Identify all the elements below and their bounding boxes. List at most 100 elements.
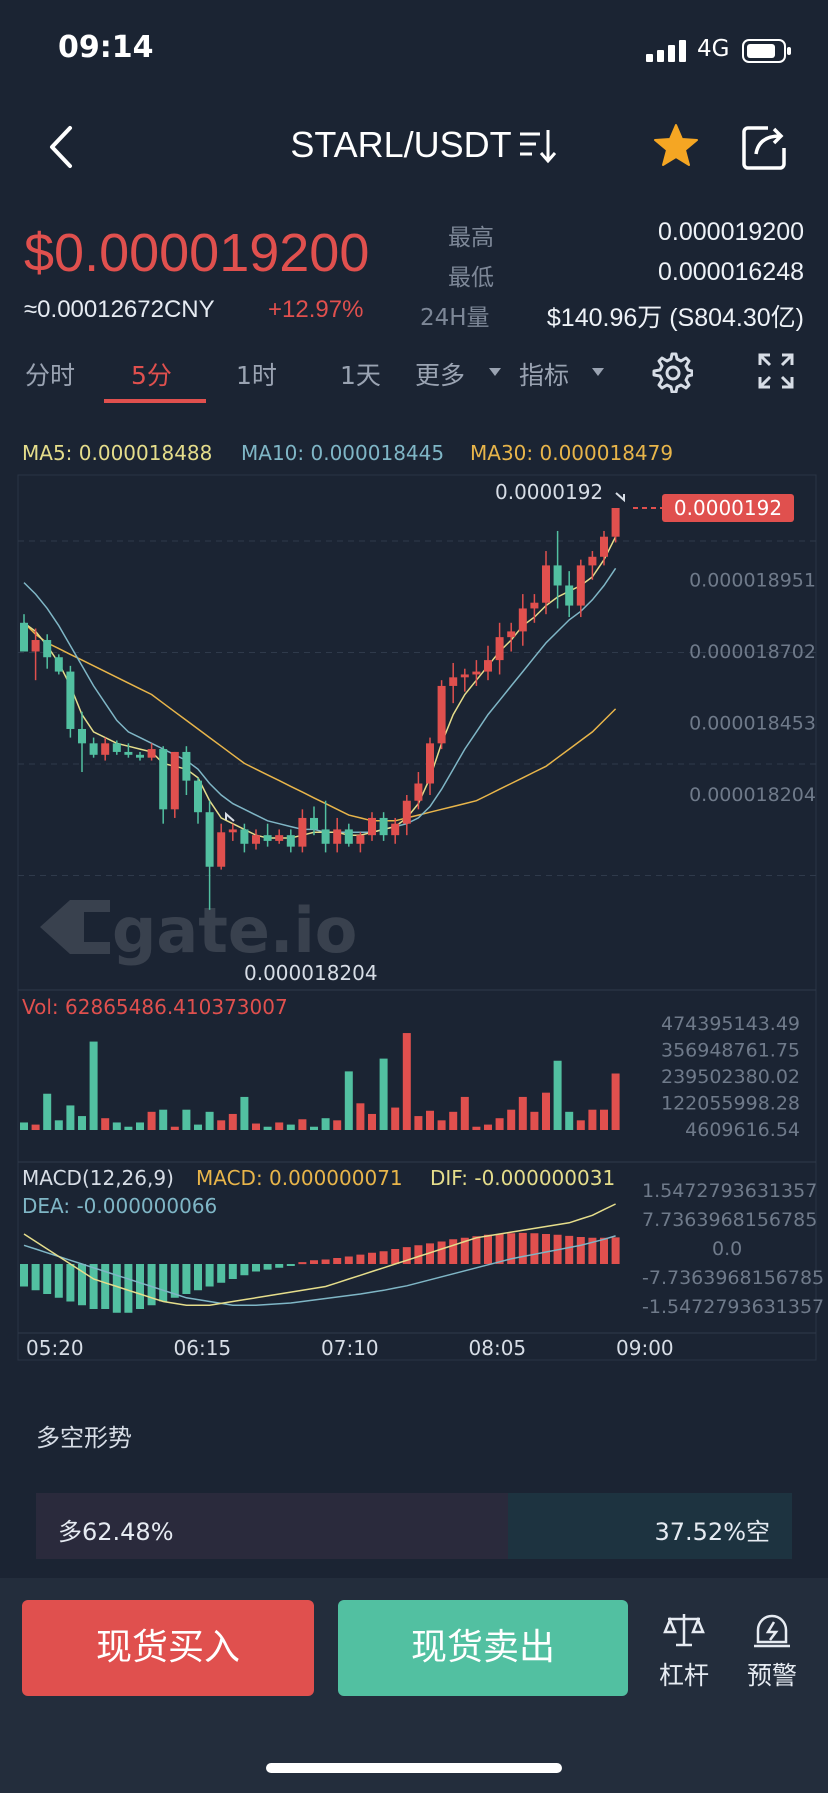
short-ratio-label: 37.52%空 xyxy=(654,1518,770,1546)
macd-bar xyxy=(182,1264,191,1294)
tab-more-label: 更多 xyxy=(415,361,466,390)
spot-sell-button[interactable]: 现货卖出 xyxy=(338,1600,628,1696)
min-marker-arrow-icon xyxy=(225,811,235,822)
candle-body xyxy=(321,829,330,844)
kline-chart[interactable]: MA5: 0.000018488 MA10: 0.000018445 MA30:… xyxy=(0,430,828,1370)
tab-1hour[interactable]: 1时 xyxy=(236,361,277,390)
candle-body xyxy=(147,749,156,758)
volume-bar xyxy=(495,1118,504,1130)
candle-body xyxy=(170,751,179,810)
price-cny: ≈0.00012672CNY xyxy=(24,296,215,323)
candle-body xyxy=(252,835,260,844)
volume-bar xyxy=(565,1111,574,1130)
volume-bar xyxy=(449,1111,458,1130)
volume-bar xyxy=(472,1126,481,1130)
min-price-marker: 0.000018204 xyxy=(244,961,378,985)
ma5-line xyxy=(23,536,617,839)
candle-body xyxy=(101,743,110,755)
last-price: $0.000019200 xyxy=(24,223,370,283)
macd-bar xyxy=(159,1264,168,1302)
price-change: +12.97% xyxy=(268,296,364,323)
price-axis-tick: 0.000018204 xyxy=(689,784,816,806)
spot-buy-button[interactable]: 现货买入 xyxy=(22,1600,314,1696)
macd-bar xyxy=(20,1264,28,1287)
macd-bar xyxy=(472,1236,481,1264)
candle-body xyxy=(368,817,376,836)
macd-bar xyxy=(333,1258,342,1264)
tab-1day[interactable]: 1天 xyxy=(340,361,381,390)
volume-bar xyxy=(298,1119,307,1130)
macd-bar xyxy=(194,1264,202,1291)
volume-bar xyxy=(112,1122,121,1130)
volume-bar xyxy=(414,1116,423,1130)
candle-body xyxy=(136,754,144,758)
volume-bar xyxy=(275,1122,284,1130)
fullscreen-icon[interactable] xyxy=(758,353,794,389)
candle-body xyxy=(507,631,516,638)
volume-bar xyxy=(252,1123,260,1130)
volume-bar xyxy=(205,1111,214,1130)
tab-indicators-label: 指标 xyxy=(519,361,570,390)
candle-body xyxy=(112,743,121,752)
macd-bar xyxy=(310,1260,318,1264)
indicators-dropdown-icon xyxy=(592,368,604,376)
candle-body xyxy=(78,728,86,744)
tab-timeline[interactable]: 分时 xyxy=(25,361,76,390)
back-icon[interactable] xyxy=(40,120,88,174)
switch-pair-icon[interactable] xyxy=(518,128,558,164)
share-icon[interactable] xyxy=(740,122,790,172)
macd-bar xyxy=(379,1251,388,1264)
time-axis-tick: 07:10 xyxy=(321,1336,379,1360)
more-dropdown-icon xyxy=(489,368,501,376)
macd-title: MACD(12,26,9) xyxy=(22,1166,174,1190)
volume-bar xyxy=(576,1120,585,1130)
volume-label: 24H量 xyxy=(420,305,490,331)
macd-bar xyxy=(565,1235,574,1264)
settings-icon[interactable] xyxy=(651,351,693,393)
macd-bar xyxy=(170,1264,179,1298)
star-icon[interactable] xyxy=(652,122,700,170)
volume-legend: Vol: 62865486.410373007 xyxy=(22,995,288,1019)
candle-body xyxy=(333,829,342,844)
macd-axis-tick: 1.5472793631357 xyxy=(642,1180,817,1202)
status-time: 09:14 xyxy=(58,30,154,65)
candle-body xyxy=(275,835,284,841)
volume-bar xyxy=(391,1107,400,1130)
last-price-tag-text: 0.0000192 xyxy=(674,496,782,520)
macd-bar xyxy=(391,1249,400,1264)
bottom-action-bar: 现货买入 现货卖出 杠杆 预警 xyxy=(0,1578,828,1793)
leverage-button[interactable]: 杠杆 xyxy=(648,1610,720,1692)
time-axis-tick: 08:05 xyxy=(469,1336,527,1360)
last-price-tag xyxy=(662,494,794,522)
gate-watermark: gate.io xyxy=(40,894,357,967)
candle-body xyxy=(600,536,608,557)
candle-body xyxy=(31,640,40,652)
macd-axis-tick: -7.7363968156785 xyxy=(642,1267,824,1289)
tab-indicators[interactable]: 指标 xyxy=(519,356,569,392)
volume-bar xyxy=(437,1120,446,1130)
macd-bar xyxy=(124,1264,133,1313)
volume-bar xyxy=(170,1126,179,1130)
macd-bar xyxy=(414,1245,423,1264)
dea-line xyxy=(23,1235,616,1307)
alert-button[interactable]: 预警 xyxy=(736,1610,808,1692)
low-label: 最低 xyxy=(448,265,494,291)
volume-axis-tick: 4609616.54 xyxy=(685,1119,800,1141)
macd-bar xyxy=(576,1237,585,1264)
pair-title[interactable]: STARL/USDT xyxy=(290,124,512,165)
volume-bar xyxy=(240,1096,249,1130)
macd-bar xyxy=(495,1234,504,1264)
candle-body xyxy=(298,817,307,847)
long-short-title: 多空形势 xyxy=(36,1424,132,1452)
alert-label: 预警 xyxy=(746,1661,797,1690)
macd-bar xyxy=(286,1264,295,1266)
candle-body xyxy=(182,751,191,781)
macd-bar xyxy=(611,1237,620,1264)
ma10-legend: MA10: 0.000018445 xyxy=(241,441,444,465)
tab-5min[interactable]: 5分 xyxy=(131,361,172,390)
price-axis-tick: 0.000018702 xyxy=(689,641,816,663)
volume-bar xyxy=(54,1120,63,1130)
volume-bar xyxy=(89,1041,98,1130)
low-value: 0.000016248 xyxy=(658,258,804,286)
tab-more[interactable]: 更多 xyxy=(415,356,465,392)
